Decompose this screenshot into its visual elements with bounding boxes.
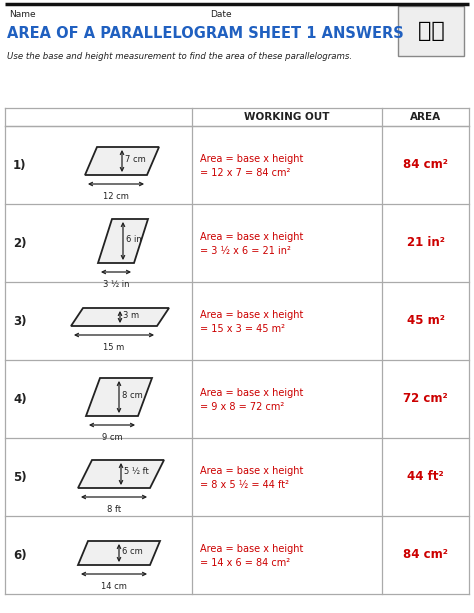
Text: Area = base x height: Area = base x height bbox=[200, 466, 303, 476]
Text: Area = base x height: Area = base x height bbox=[200, 388, 303, 398]
Text: 🧑‍🏫: 🧑‍🏫 bbox=[418, 21, 444, 41]
Text: = 9 x 8 = 72 cm²: = 9 x 8 = 72 cm² bbox=[200, 402, 284, 412]
Text: = 3 ½ x 6 = 21 in²: = 3 ½ x 6 = 21 in² bbox=[200, 246, 291, 256]
Text: Name: Name bbox=[9, 10, 36, 19]
Text: 9 cm: 9 cm bbox=[102, 433, 122, 442]
Text: Date: Date bbox=[210, 10, 232, 19]
Text: 3): 3) bbox=[13, 314, 27, 327]
Polygon shape bbox=[98, 219, 148, 263]
Text: 3 ½ in: 3 ½ in bbox=[103, 280, 129, 289]
Text: Area = base x height: Area = base x height bbox=[200, 232, 303, 242]
Text: 45 m²: 45 m² bbox=[407, 314, 445, 327]
Text: 8 cm: 8 cm bbox=[122, 390, 143, 400]
Text: 21 in²: 21 in² bbox=[407, 237, 445, 249]
Text: AREA OF A PARALLELOGRAM SHEET 1 ANSWERS: AREA OF A PARALLELOGRAM SHEET 1 ANSWERS bbox=[7, 26, 404, 41]
Text: AREA: AREA bbox=[410, 112, 441, 122]
Polygon shape bbox=[78, 460, 164, 488]
Bar bbox=[398, 6, 464, 56]
Text: = 14 x 6 = 84 cm²: = 14 x 6 = 84 cm² bbox=[200, 558, 290, 568]
Text: 1): 1) bbox=[13, 159, 27, 172]
Text: 15 m: 15 m bbox=[103, 343, 125, 352]
Text: Area = base x height: Area = base x height bbox=[200, 310, 303, 320]
Text: Area = base x height: Area = base x height bbox=[200, 544, 303, 554]
Text: 6): 6) bbox=[13, 549, 27, 562]
Text: 72 cm²: 72 cm² bbox=[403, 392, 448, 406]
Text: 5 ½ ft: 5 ½ ft bbox=[124, 468, 149, 476]
Text: 5): 5) bbox=[13, 471, 27, 484]
Text: 6 cm: 6 cm bbox=[122, 547, 143, 555]
Text: 7 cm: 7 cm bbox=[125, 154, 146, 164]
Polygon shape bbox=[71, 308, 169, 326]
Text: 84 cm²: 84 cm² bbox=[403, 549, 448, 562]
Text: = 15 x 3 = 45 m²: = 15 x 3 = 45 m² bbox=[200, 324, 285, 334]
Polygon shape bbox=[86, 378, 152, 416]
Text: WORKING OUT: WORKING OUT bbox=[244, 112, 330, 122]
Text: 8 ft: 8 ft bbox=[107, 505, 121, 514]
Text: 2): 2) bbox=[13, 237, 27, 249]
Text: 84 cm²: 84 cm² bbox=[403, 159, 448, 172]
Text: = 12 x 7 = 84 cm²: = 12 x 7 = 84 cm² bbox=[200, 168, 291, 178]
Polygon shape bbox=[78, 541, 160, 565]
Text: 6 in: 6 in bbox=[126, 235, 142, 243]
Polygon shape bbox=[85, 147, 159, 175]
Text: Use the base and height measurement to find the area of these parallelograms.: Use the base and height measurement to f… bbox=[7, 52, 352, 61]
Text: = 8 x 5 ½ = 44 ft²: = 8 x 5 ½ = 44 ft² bbox=[200, 480, 289, 490]
Text: 14 cm: 14 cm bbox=[101, 582, 127, 591]
Text: 44 ft²: 44 ft² bbox=[407, 471, 444, 484]
Text: 12 cm: 12 cm bbox=[103, 192, 129, 201]
Text: 3 m: 3 m bbox=[123, 311, 139, 319]
Text: Area = base x height: Area = base x height bbox=[200, 154, 303, 164]
Text: 4): 4) bbox=[13, 392, 27, 406]
